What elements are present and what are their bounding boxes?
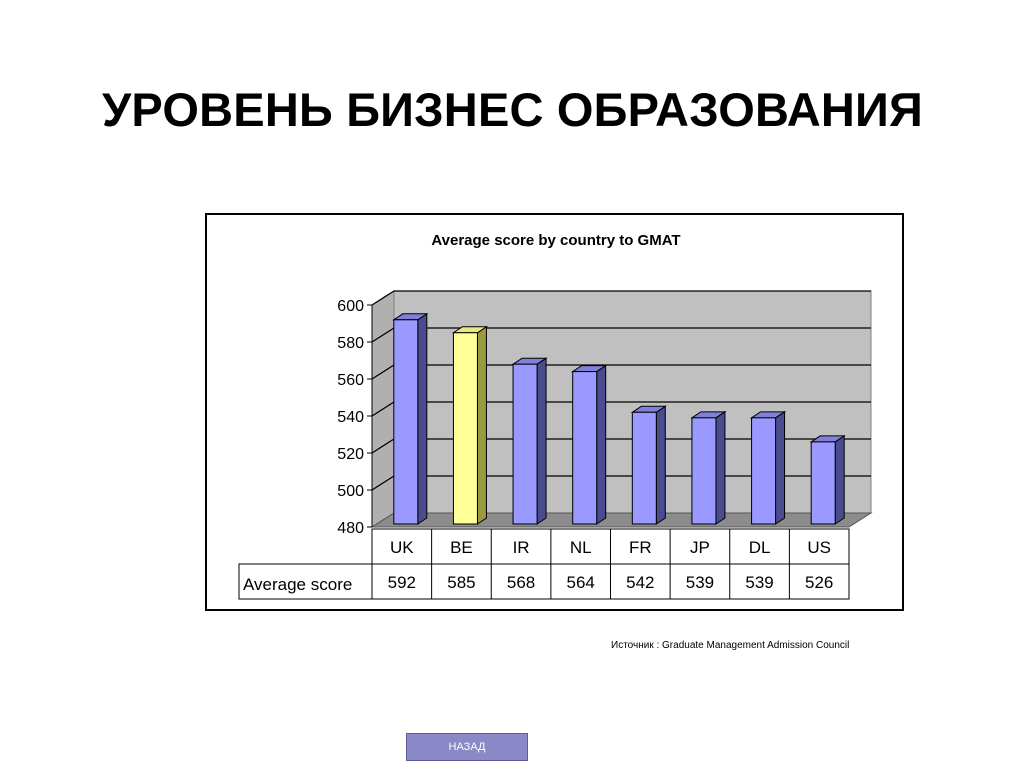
bar — [572, 371, 598, 525]
y-tick-label: 480 — [337, 520, 364, 537]
data-label: 539 — [745, 573, 773, 592]
y-tick-label: 520 — [337, 446, 364, 463]
bar — [393, 319, 419, 525]
bar-side — [536, 357, 547, 525]
source-note: Источник : Graduate Management Admission… — [611, 640, 850, 651]
bar — [691, 417, 717, 525]
chart-svg: Average score by country to GMAT 480 500 52… — [238, 232, 873, 600]
data-label: 585 — [447, 573, 475, 592]
x-tick-label: JP — [690, 538, 710, 557]
plot-floor — [370, 512, 873, 528]
slide-title: УРОВЕНЬ БИЗНЕС ОБРАЗОВАНИЯ — [102, 83, 924, 136]
y-tick-label: 600 — [337, 298, 364, 315]
x-tick-label: FR — [629, 538, 652, 557]
bar-side — [476, 325, 487, 525]
data-label: 568 — [507, 573, 535, 592]
data-label: 526 — [805, 573, 833, 592]
bar-side — [596, 364, 607, 525]
y-tick-label: 500 — [337, 483, 364, 500]
series-name: Average score — [243, 575, 352, 594]
x-tick-label: UK — [390, 538, 414, 557]
table-data-row — [238, 563, 850, 600]
data-label: 592 — [388, 573, 416, 592]
y-tick-label: 560 — [337, 372, 364, 389]
bar — [810, 441, 836, 525]
x-tick-label: US — [807, 538, 831, 557]
x-tick-label: DL — [749, 538, 771, 557]
bar-side — [775, 410, 786, 525]
x-tick-label: IR — [513, 538, 530, 557]
data-label: 539 — [686, 573, 714, 592]
data-label: 542 — [626, 573, 654, 592]
x-tick-label: BE — [450, 538, 473, 557]
data-label: 564 — [567, 573, 595, 592]
x-tick-label: NL — [570, 538, 592, 557]
bar — [512, 363, 538, 525]
bar-side — [655, 405, 666, 525]
bar — [452, 332, 478, 525]
y-tick-label: 580 — [337, 335, 364, 352]
y-tick-label: 540 — [337, 409, 364, 426]
bar — [631, 411, 657, 525]
chart-title: Average score by country to GMAT — [431, 232, 680, 249]
back-button[interactable]: НАЗАД — [406, 733, 528, 761]
bar — [751, 417, 777, 525]
bar-side — [715, 410, 726, 525]
bar-side — [417, 312, 428, 525]
bar-side — [834, 434, 845, 525]
gridline — [371, 290, 871, 306]
chart-frame: Average score by country to GMAT 480 500 52… — [205, 213, 904, 611]
